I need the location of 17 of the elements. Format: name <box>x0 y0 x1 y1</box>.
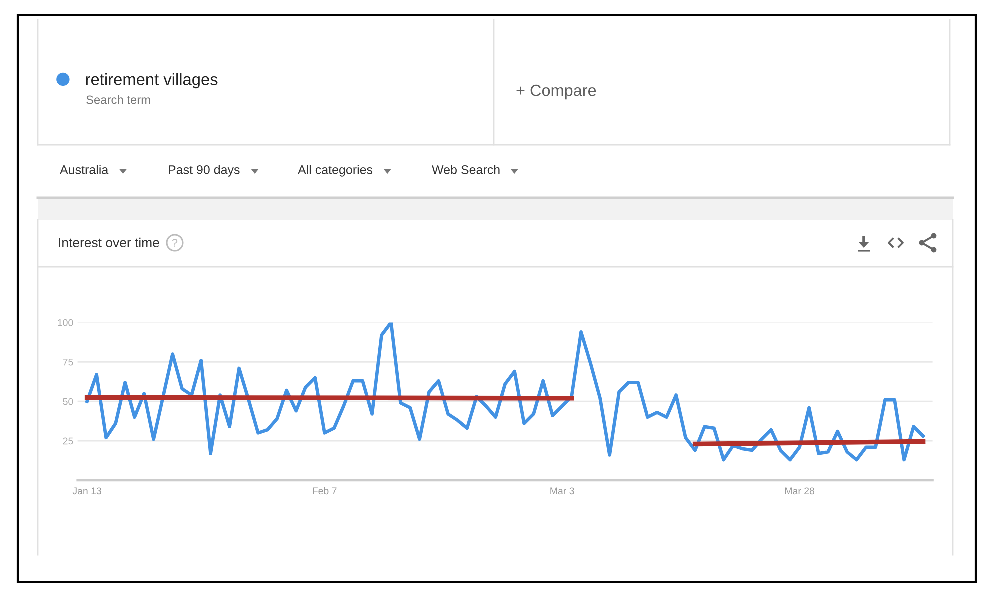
text: Australia <box>60 165 109 174</box>
x-tick-label: Feb 7 <box>313 487 337 495</box>
y-tick-label: 25 <box>63 438 74 445</box>
line-series <box>86 322 925 462</box>
text: All categories <box>298 165 373 177</box>
x-tick-label: Jan 13 <box>72 488 102 495</box>
y-tick-label: 50 <box>63 398 74 406</box>
text: Search term <box>86 95 150 104</box>
text: Web Search <box>432 165 500 174</box>
text: + Compare <box>516 84 596 100</box>
chart-title: Interest over time <box>59 238 160 248</box>
y-tick-label: 100 <box>58 319 74 326</box>
x-tick-label: Mar 3 <box>550 488 574 495</box>
legend-label: retirement villages <box>86 73 218 89</box>
y-tick-label: 75 <box>63 358 74 366</box>
x-tick-label: Mar 28 <box>785 488 815 495</box>
text: Past 90 days <box>169 165 240 177</box>
